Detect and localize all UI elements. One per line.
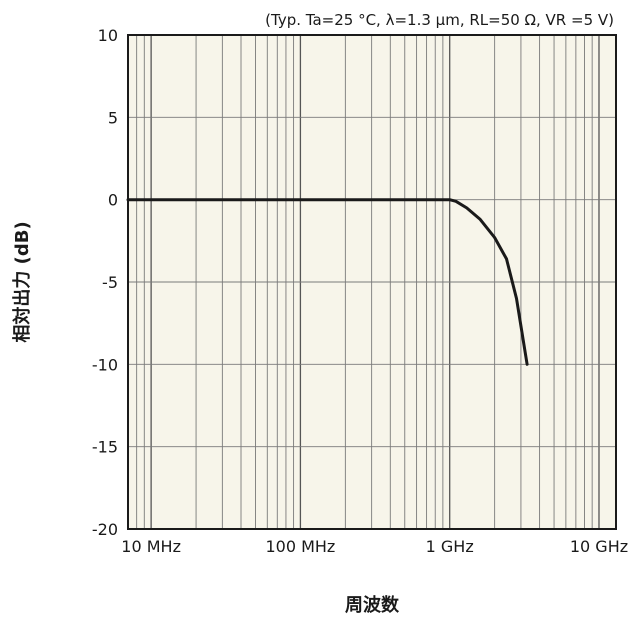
data-point: [448, 198, 451, 201]
series-line: [126, 198, 529, 366]
x-tick-label: 10 MHz: [121, 537, 181, 556]
x-tick-label: 10 GHz: [570, 537, 628, 556]
y-tick-labels: 10 5 0 -5 -10 -15 -20: [92, 26, 118, 539]
data-point: [455, 200, 457, 203]
x-tick-label: 1 GHz: [426, 537, 474, 556]
y-tick-label: -5: [102, 273, 118, 292]
y-tick-label: 5: [108, 108, 118, 127]
y-tick-label: -15: [92, 438, 118, 457]
measurement-conditions: (Typ. Ta=25 °C, λ=1.3 μm, RL=50 Ω, VR =5…: [265, 11, 614, 29]
x-tick-labels: 10 MHz 100 MHz 1 GHz 10 GHz: [121, 537, 628, 556]
data-point: [493, 236, 496, 239]
plot-frame: [127, 34, 617, 530]
data-point: [505, 258, 508, 260]
data-point: [479, 218, 481, 221]
data-point: [465, 207, 468, 209]
series-layer: [126, 198, 529, 366]
grid-lines: [128, 35, 616, 529]
x-tick-label: 100 MHz: [265, 537, 335, 556]
y-tick-label: 10: [98, 26, 118, 45]
y-axis-label: 相対出力 (dB): [11, 221, 33, 342]
y-tick-label: -20: [92, 520, 118, 539]
x-axis-label: 周波数: [345, 594, 400, 616]
y-tick-label: -10: [92, 355, 118, 374]
data-point: [526, 363, 528, 366]
data-point: [299, 198, 302, 201]
y-tick-label: 0: [108, 191, 118, 210]
data-point: [515, 297, 518, 300]
